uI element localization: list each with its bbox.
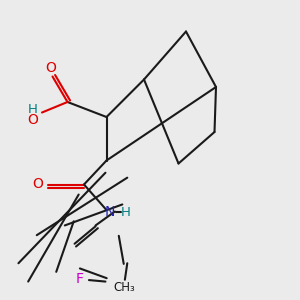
Text: H: H <box>121 206 131 220</box>
Text: CH₃: CH₃ <box>113 281 135 294</box>
Text: O: O <box>46 61 56 74</box>
Text: N: N <box>104 205 115 218</box>
Text: H: H <box>28 103 38 116</box>
Text: O: O <box>28 113 38 127</box>
Text: F: F <box>76 272 84 286</box>
Text: O: O <box>33 178 44 191</box>
